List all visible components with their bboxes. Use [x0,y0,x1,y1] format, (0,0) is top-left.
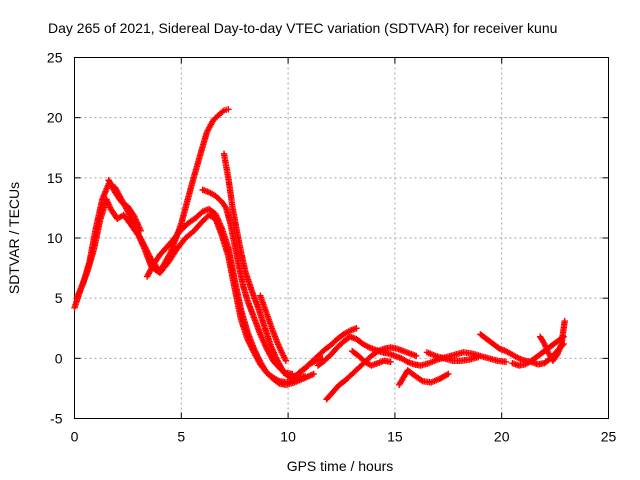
data-point [443,371,451,378]
series-track-3 [143,205,317,389]
data-point [282,357,290,364]
y-tick-label: 25 [47,50,63,66]
data-point [289,370,296,378]
data-point [281,368,288,376]
y-tick-label: 20 [47,110,63,126]
y-tick-label: 0 [55,350,63,366]
series-track-15 [536,317,568,364]
data-point [387,358,394,366]
x-tick-label: 0 [71,429,79,445]
y-axis-label: SDTVAR / TECUs [6,182,22,294]
series-track-5 [199,186,296,378]
data-point [137,227,144,234]
series-track-10 [295,325,360,376]
x-tick-label: 25 [601,429,617,445]
y-tick-label: 15 [47,170,63,186]
y-tick-label: 10 [47,230,63,246]
data-point [353,325,360,332]
data-point [219,108,226,115]
chart-title: Day 265 of 2021, Sidereal Day-to-day VTE… [48,20,557,36]
axis-ticks: 0 5 10 15 20 25 -5 0 5 10 15 20 25 [47,50,617,445]
x-tick-label: 15 [387,429,403,445]
series-track-6 [257,292,290,364]
series-track-11 [395,367,452,389]
series-track-16 [423,349,482,364]
series-track-7 [105,177,144,234]
data-point [561,317,568,325]
data-point [445,370,452,378]
y-tick-label: 5 [55,290,63,306]
x-axis-label: GPS time / hours [287,458,394,474]
data-marks [71,106,568,403]
series-track-12 [348,347,394,369]
data-point [418,376,425,384]
data-point [275,379,282,386]
data-point [502,358,510,366]
data-point [225,106,232,113]
x-tick-label: 5 [177,429,185,445]
x-tick-label: 10 [280,429,296,445]
series-track-2 [73,106,232,302]
y-tick-label: -5 [50,411,63,427]
x-tick-label: 20 [494,429,510,445]
data-point [413,352,420,360]
data-point [310,370,317,378]
data-point [475,353,482,361]
